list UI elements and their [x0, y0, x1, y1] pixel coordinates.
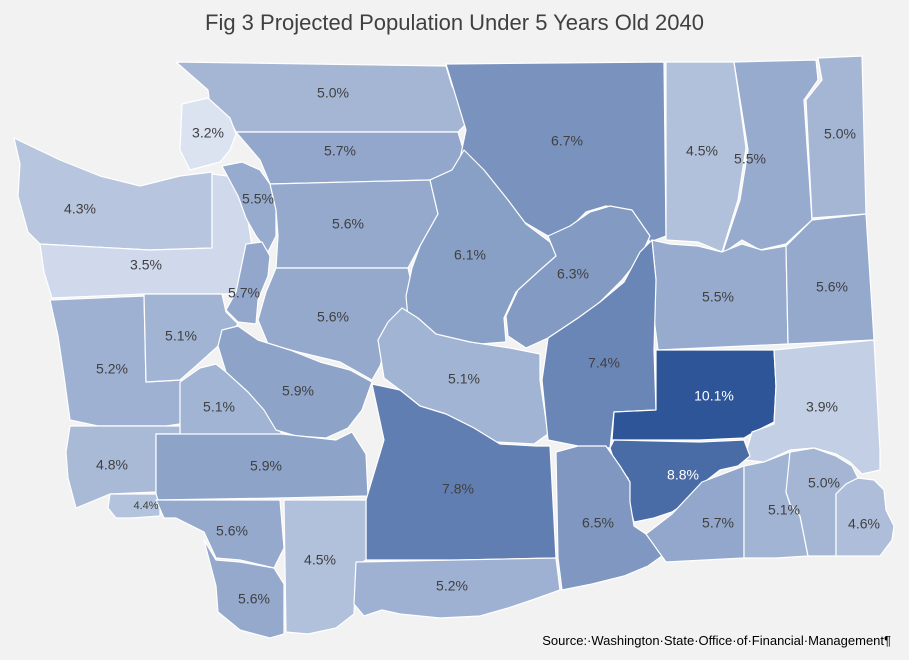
county-stevens: [721, 59, 819, 255]
county-label-island: 5.5%: [242, 191, 274, 207]
county-skamania: [283, 499, 367, 635]
county-label-whatcom: 5.0%: [317, 85, 349, 101]
county-label-grant: 7.4%: [588, 355, 620, 371]
county-label-wahkiakum: 4.4%: [133, 500, 158, 512]
county-label-pacific: 4.8%: [96, 457, 128, 473]
county-label-san-juan: 3.2%: [192, 125, 224, 141]
map-title: Fig 3 Projected Population Under 5 Years…: [205, 10, 704, 35]
county-label-chelan: 6.1%: [454, 247, 486, 263]
county-label-walla-walla: 5.7%: [702, 515, 734, 531]
county-jefferson: [39, 173, 253, 299]
county-asotin: [835, 477, 895, 557]
county-label-ferry: 4.5%: [686, 143, 718, 159]
county-cowlitz: [155, 499, 285, 569]
county-chelan: [405, 149, 561, 345]
county-pierce: [217, 325, 373, 439]
county-label-clark: 5.6%: [238, 591, 270, 607]
county-label-kitsap: 5.7%: [228, 285, 260, 301]
county-label-lewis: 5.9%: [250, 458, 282, 474]
county-label-pend-oreille: 5.0%: [824, 126, 856, 142]
county-yakima: [365, 383, 557, 561]
county-label-benton: 6.5%: [582, 515, 614, 531]
county-label-skamania: 4.5%: [304, 552, 336, 568]
county-label-snohomish: 5.6%: [332, 216, 364, 232]
county-mason: [143, 293, 239, 383]
source-note: Source:·Washington·State·Office·of·Finan…: [542, 633, 891, 648]
county-grant: [541, 239, 657, 449]
county-clark: [203, 539, 285, 639]
county-label-lincoln: 5.5%: [702, 289, 734, 305]
county-kitsap: [225, 241, 271, 325]
county-label-thurston: 5.1%: [203, 399, 235, 415]
county-label-asotin: 4.6%: [848, 516, 880, 532]
county-label-stevens: 5.5%: [734, 151, 766, 167]
county-label-kittitas: 5.1%: [448, 371, 480, 387]
county-label-clallam: 4.3%: [64, 201, 96, 217]
county-san-juan: [179, 97, 237, 171]
county-label-pierce: 5.9%: [282, 383, 314, 399]
county-label-whitman: 3.9%: [806, 399, 838, 415]
county-label-klickitat: 5.2%: [436, 578, 468, 594]
county-wahkiakum: [107, 493, 161, 519]
county-label-okanogan: 6.7%: [551, 133, 583, 149]
county-label-skagit: 5.7%: [324, 143, 356, 159]
county-label-spokane: 5.6%: [816, 279, 848, 295]
county-label-franklin: 8.8%: [667, 467, 699, 483]
county-label-garfield: 5.0%: [808, 475, 840, 491]
county-label-grays-harbor: 5.2%: [96, 361, 128, 377]
county-pacific: [65, 425, 181, 509]
county-label-king: 5.6%: [317, 309, 349, 325]
county-label-mason: 5.1%: [165, 328, 197, 344]
county-pend-oreille: [805, 55, 867, 219]
county-lewis: [155, 431, 369, 501]
county-klickitat: [353, 557, 561, 619]
county-label-adams: 10.1%: [694, 388, 734, 404]
county-spokane: [785, 213, 875, 345]
county-label-columbia: 5.1%: [768, 502, 800, 518]
county-label-yakima: 7.8%: [442, 481, 474, 497]
county-island: [221, 161, 277, 253]
county-label-jefferson: 3.5%: [130, 257, 162, 273]
county-label-douglas: 6.3%: [557, 266, 589, 282]
county-label-cowlitz: 5.6%: [216, 523, 248, 539]
